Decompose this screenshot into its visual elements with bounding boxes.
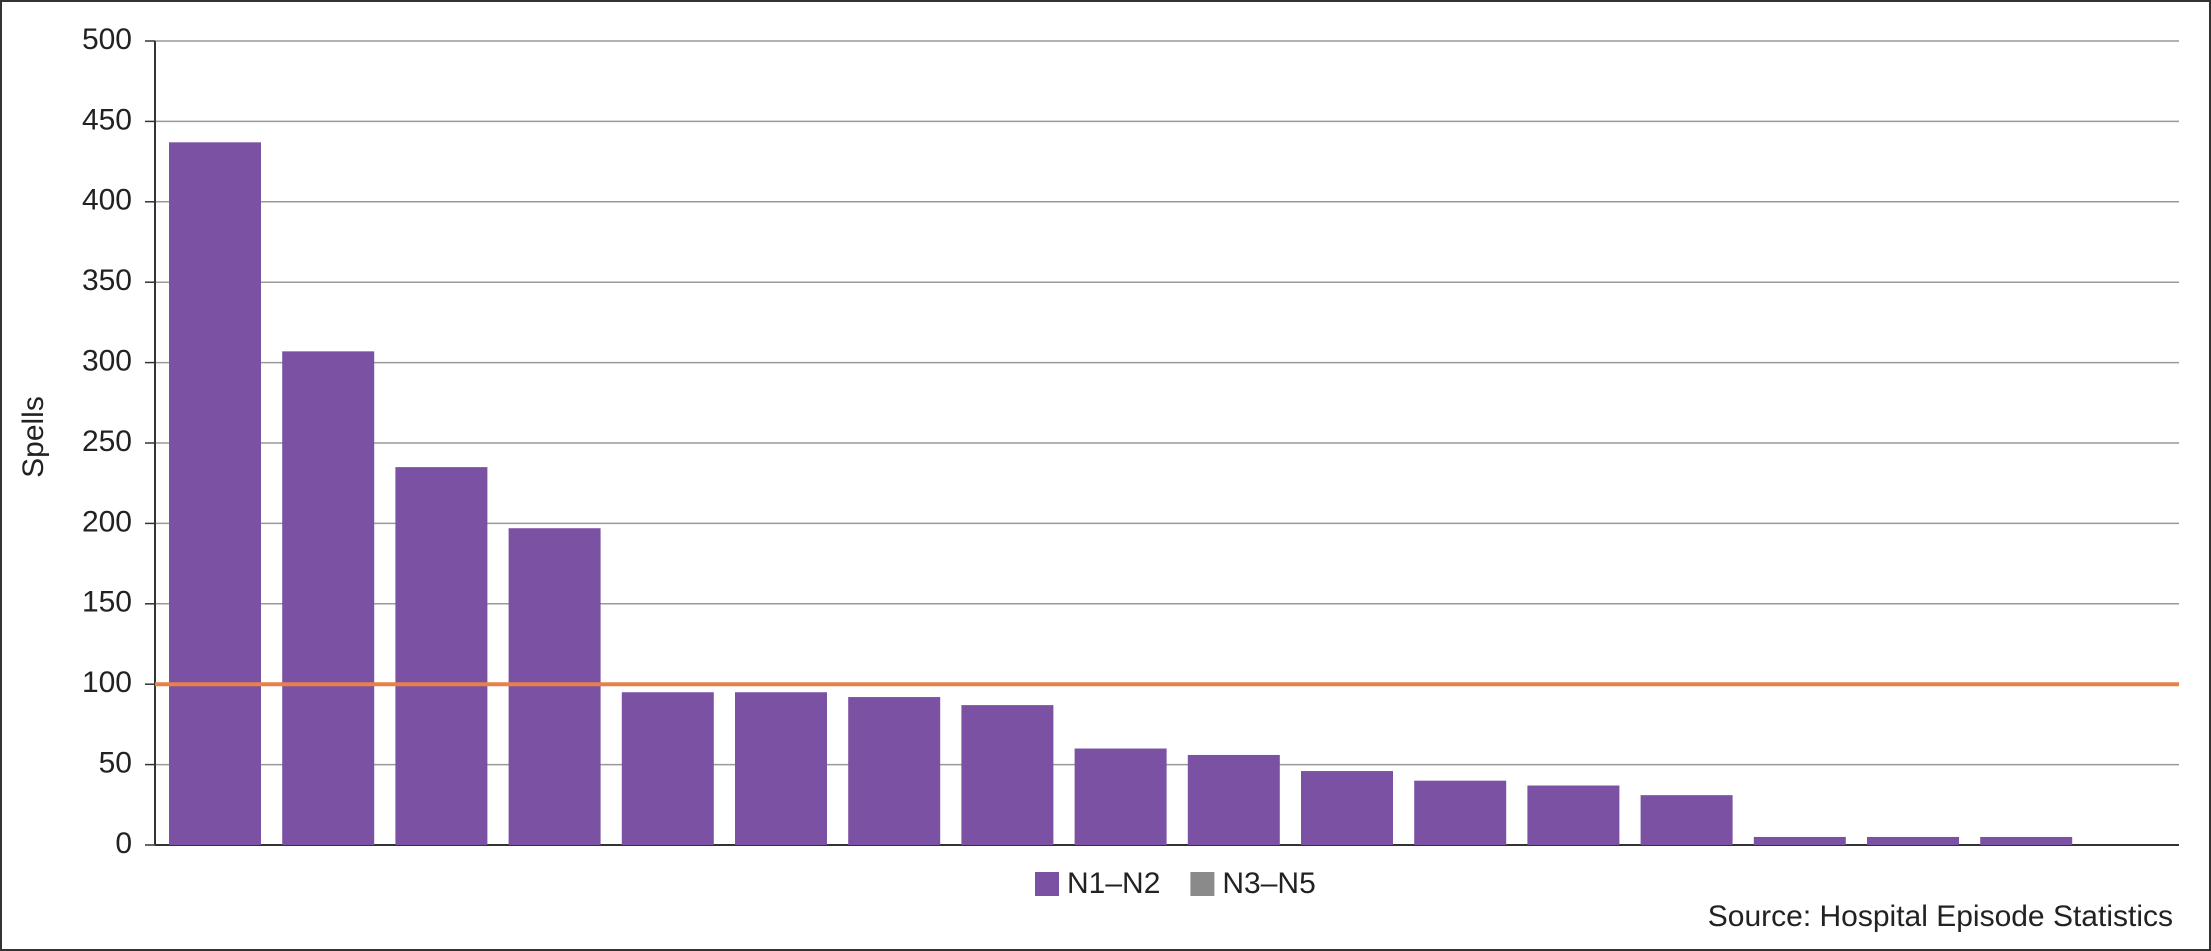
- y-tick-label: 300: [82, 345, 132, 378]
- y-tick-label: 200: [82, 505, 132, 538]
- bar: [169, 142, 261, 845]
- bar: [1187, 754, 1280, 845]
- legend-swatch: [1035, 872, 1059, 896]
- bar: [621, 692, 714, 845]
- bar: [1414, 780, 1507, 845]
- legend-label: N3–N5: [1222, 867, 1315, 900]
- bar: [1867, 836, 1959, 845]
- bar: [395, 467, 488, 845]
- bar: [1980, 836, 2073, 845]
- bar: [961, 705, 1054, 845]
- y-tick-label: 0: [115, 827, 132, 860]
- legend-label: N1–N2: [1067, 867, 1160, 900]
- legend-swatch: [1190, 872, 1215, 896]
- y-tick-label: 250: [82, 425, 132, 458]
- y-tick-label: 500: [82, 23, 132, 56]
- bar: [1074, 748, 1167, 845]
- bar: [508, 528, 601, 845]
- y-tick-label: 400: [82, 184, 132, 217]
- bar: [848, 697, 941, 845]
- bar: [1527, 785, 1620, 845]
- bar: [282, 351, 375, 845]
- y-tick-label: 450: [82, 103, 132, 136]
- bar: [1640, 795, 1733, 845]
- source-note: Source: Hospital Episode Statistics: [1708, 900, 2173, 933]
- y-tick-label: 50: [99, 747, 132, 780]
- bar: [1753, 836, 1846, 845]
- bar: [735, 692, 827, 845]
- y-tick-label: 150: [82, 586, 132, 619]
- bar: [1301, 771, 1393, 845]
- y-tick-label: 100: [82, 666, 132, 699]
- y-tick-label: 350: [82, 264, 132, 297]
- y-axis-label: Spells: [17, 396, 50, 478]
